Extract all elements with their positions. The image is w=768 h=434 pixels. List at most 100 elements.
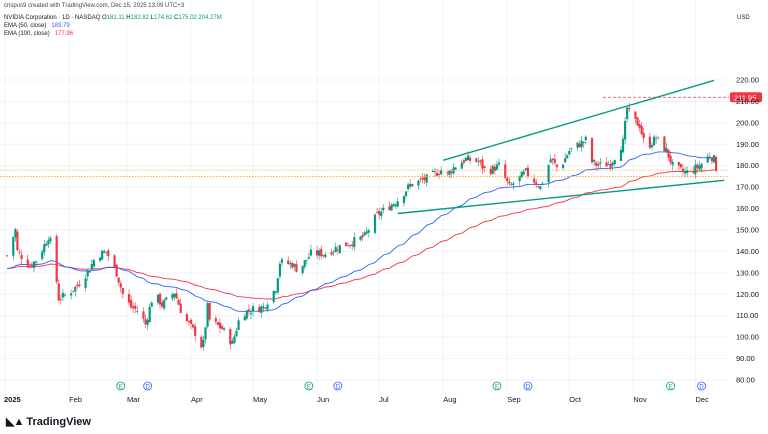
candle-body bbox=[194, 326, 197, 336]
candle-body bbox=[266, 304, 269, 310]
trendline-lower bbox=[397, 179, 725, 215]
candle-body bbox=[708, 156, 711, 159]
candle-body bbox=[86, 270, 89, 277]
candle-body bbox=[582, 141, 585, 143]
event-marker-label: E bbox=[307, 384, 311, 390]
candle-body bbox=[599, 162, 602, 164]
ema50-legend[interactable]: EMA (50, close) 183.79 bbox=[4, 23, 70, 29]
candle-body bbox=[216, 322, 220, 325]
candle-body bbox=[549, 159, 552, 163]
candle-body bbox=[382, 207, 385, 211]
symbol-legend[interactable]: NVIDIA Corporation · 1D · NASDAQ O181.11… bbox=[4, 15, 222, 21]
candle-body bbox=[202, 339, 205, 347]
candle-body bbox=[665, 147, 668, 153]
ema50-value: 183.79 bbox=[51, 23, 70, 29]
candle-body bbox=[431, 170, 434, 172]
candle-body bbox=[344, 242, 348, 247]
event-marker-label: D bbox=[699, 384, 704, 390]
x-tick-label: Oct bbox=[569, 395, 582, 404]
candle-body bbox=[208, 302, 211, 320]
candle-body bbox=[518, 175, 521, 182]
candle-body bbox=[34, 261, 38, 263]
candle-body bbox=[55, 236, 58, 282]
candle-body bbox=[696, 164, 699, 168]
candle-body bbox=[187, 321, 191, 323]
x-tick-label: Aug bbox=[443, 395, 456, 404]
y-tick-label: 170.00 bbox=[736, 183, 759, 192]
ema100-legend[interactable]: EMA (100, close) 177.96 bbox=[4, 31, 73, 37]
candle-body bbox=[231, 340, 234, 344]
candle-body bbox=[185, 314, 188, 322]
candle-body bbox=[171, 294, 174, 299]
candle-body bbox=[396, 201, 399, 207]
axis-group: 220.00 210.00 200.00 190.00 180.00 170.00 160.… bbox=[4, 76, 759, 405]
candle-body bbox=[223, 328, 226, 330]
candle-body bbox=[41, 251, 44, 260]
candle-body bbox=[561, 164, 565, 168]
y-tick-label: 210.00 bbox=[736, 97, 759, 106]
ema100-value: 177.96 bbox=[54, 31, 74, 37]
candle-body bbox=[361, 235, 364, 238]
event-marker-label: D bbox=[145, 384, 150, 390]
candle-body bbox=[679, 164, 683, 168]
candle-body bbox=[390, 204, 393, 211]
event-marker-label: D bbox=[336, 384, 341, 390]
candle-body bbox=[303, 260, 306, 267]
candle-body bbox=[642, 132, 645, 139]
candle-body bbox=[624, 120, 627, 140]
candle-body bbox=[547, 165, 550, 183]
candle-body bbox=[347, 245, 350, 247]
candle-body bbox=[16, 231, 19, 251]
x-tick-label: Dec bbox=[695, 395, 709, 404]
candle-body bbox=[495, 164, 499, 170]
ohlc-close-label: C bbox=[174, 15, 179, 21]
ema50-line bbox=[7, 151, 717, 312]
candle-body bbox=[330, 252, 333, 255]
candle-body bbox=[165, 297, 168, 300]
tradingview-logo[interactable]: ◣▲ TradingView bbox=[6, 415, 91, 428]
candle-body bbox=[568, 150, 571, 155]
candle-body bbox=[218, 322, 222, 329]
candle-body bbox=[448, 170, 451, 175]
candle-body bbox=[316, 250, 319, 256]
candle-body bbox=[636, 117, 639, 126]
candle-body bbox=[402, 196, 406, 204]
candle-body bbox=[619, 149, 623, 161]
candle-body bbox=[293, 264, 296, 267]
candle-body bbox=[564, 158, 567, 163]
candle-body bbox=[220, 326, 224, 330]
candle-body bbox=[274, 291, 277, 293]
candle-body bbox=[113, 255, 116, 267]
chart-grid bbox=[0, 0, 729, 392]
candle-body bbox=[493, 166, 496, 171]
candle-body bbox=[245, 310, 248, 319]
candle-body bbox=[611, 162, 614, 166]
candle-body bbox=[144, 318, 147, 325]
candle-body bbox=[607, 164, 610, 166]
candle-body bbox=[72, 290, 75, 292]
candle-body bbox=[681, 168, 685, 173]
candle-body bbox=[440, 170, 443, 175]
candle-body bbox=[309, 249, 313, 256]
candle-body bbox=[59, 299, 62, 300]
candle-body bbox=[156, 294, 160, 303]
candle-body bbox=[555, 164, 558, 168]
candle-body bbox=[650, 145, 654, 148]
candle-body bbox=[468, 157, 472, 161]
candle-body bbox=[671, 161, 674, 165]
candle-body bbox=[127, 294, 131, 303]
candle-body bbox=[61, 292, 64, 298]
ohlc-low: 174.62 bbox=[154, 15, 173, 21]
candle-body bbox=[74, 286, 77, 292]
candle-body bbox=[318, 250, 321, 256]
candle-body bbox=[235, 330, 238, 337]
event-marker-label: E bbox=[669, 384, 673, 390]
candle-body bbox=[272, 290, 275, 303]
candle-body bbox=[683, 171, 687, 174]
high-badge bbox=[730, 92, 762, 103]
candle-body bbox=[249, 312, 253, 314]
x-tick-label: Sep bbox=[507, 395, 520, 404]
candle-body bbox=[251, 306, 255, 312]
candle-body bbox=[142, 311, 145, 319]
